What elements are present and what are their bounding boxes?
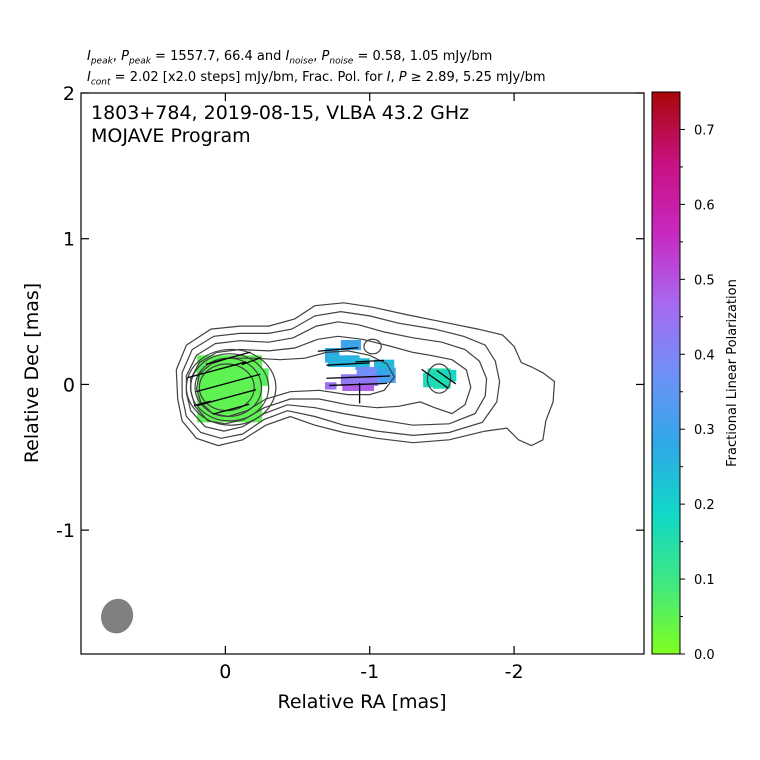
y-tick-label: -1 (56, 520, 75, 542)
colorbar-label: Fractional Linear Polarization (725, 279, 740, 467)
colorbar-tick-label: 0.1 (694, 573, 715, 588)
evpa-vector (193, 400, 211, 407)
p-peak-sub: peak (128, 56, 151, 67)
pol-pixel (366, 367, 396, 378)
x-tick-label: -1 (360, 661, 379, 683)
evpa-vector (212, 403, 250, 415)
i-noise-sub: noise (289, 56, 314, 67)
p-peak-symbol: P (121, 49, 129, 64)
colorbar-ticks: 0.0 0.1 0.2 0.3 0.4 0.5 0.6 0.7 (680, 123, 715, 663)
colorbar-tick-label: 0.7 (694, 123, 715, 138)
evpa-vector (421, 368, 449, 389)
colorbar-tick-label: 0.0 (694, 648, 715, 663)
intensity-contour (175, 302, 556, 447)
colorbar-tick-label: 0.5 (694, 273, 715, 288)
i-noise-symbol: I (285, 49, 290, 64)
knot-contour (426, 363, 452, 394)
core-contour (190, 353, 270, 422)
y-tick-label: 0 (63, 374, 75, 396)
noise-values: = 0.58, 1.05 mJy/bm (353, 49, 493, 64)
evpa-vector (196, 373, 261, 393)
chart-title: 1803+784, 2019-08-15, VLBA 43.2 GHz (91, 102, 469, 124)
evpa-vector (355, 359, 385, 363)
i-cont-symbol: I (87, 70, 91, 85)
p-noise-symbol: P (321, 49, 330, 64)
pol-pixel (355, 358, 370, 370)
pol-pixel (327, 355, 360, 367)
colorbar-tick-label: 0.6 (694, 198, 715, 213)
beam-ellipse (101, 598, 134, 634)
x-tick-label: -2 (505, 661, 524, 683)
i-peak-sub: peak (90, 56, 113, 67)
peak-values: = 1557.7, 66.4 and (150, 49, 286, 64)
cont-values: = 2.02 [x2.0 steps] mJy/bm, Frac. Pol. f… (110, 70, 387, 85)
colorbar (651, 91, 681, 655)
chart-subtitle: MOJAVE Program (91, 125, 251, 147)
pol-pixel (340, 374, 379, 386)
frac-threshold: ≥ 2.89, 5.25 mJy/bm (406, 70, 546, 85)
axes: 0 -1 -2 -1 0 1 2 (56, 83, 644, 683)
intensity-contour (190, 335, 472, 425)
pol-pixel (340, 339, 362, 351)
i-cont-sub: cont (90, 77, 111, 88)
x-tick-label: 0 (219, 661, 231, 683)
evpa-vector (329, 382, 388, 387)
header-line-2: Icont = 2.02 [x2.0 steps] mJy/bm, Frac. … (87, 70, 546, 88)
frac-p-symbol: P (398, 70, 407, 85)
colorbar-tick-label: 0.3 (694, 423, 715, 438)
evpa-vector (326, 362, 370, 366)
colorbar-tick-label: 0.4 (694, 348, 715, 363)
pol-pixel (356, 366, 377, 376)
pol-pixel (378, 374, 396, 383)
pol-pixel (342, 383, 375, 391)
evpa-vector (241, 357, 262, 366)
intensity-contour (195, 350, 396, 418)
colorbar-tick-label: 0.2 (694, 498, 715, 513)
x-axis-label: Relative RA [mas] (277, 691, 446, 713)
evpa-vector (436, 369, 457, 385)
core-contour (185, 348, 277, 426)
evpa-vector (187, 361, 247, 379)
evpa-vector (197, 388, 257, 407)
plot-frame (80, 92, 645, 655)
pol-pixel (433, 374, 451, 389)
frac-i-symbol: I (386, 70, 391, 85)
intensity-contour (181, 310, 501, 439)
evpa-vector (317, 347, 359, 352)
y-axis-label: Relative Dec [mas] (21, 283, 43, 463)
y-tick-label: 2 (63, 83, 75, 105)
knot-contour (363, 338, 382, 355)
i-peak-symbol: I (87, 49, 91, 64)
y-tick-label: 1 (63, 229, 75, 251)
plot-area (101, 302, 556, 634)
pol-pixel (374, 359, 395, 369)
header-line-1: Ipeak, Ppeak = 1557.7, 66.4 and Inoise, … (87, 49, 493, 67)
evpa-vector (205, 351, 251, 365)
evpa-vector (326, 375, 390, 379)
p-noise-sub: noise (329, 56, 354, 67)
